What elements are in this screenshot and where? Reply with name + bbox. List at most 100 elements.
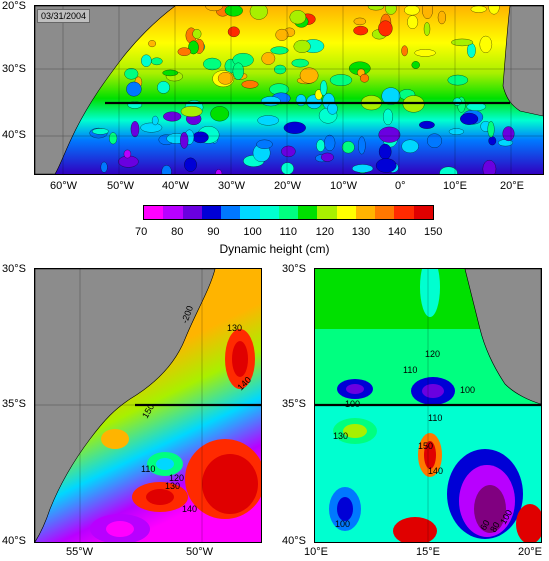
contour-label: 110 bbox=[403, 365, 417, 375]
eddy-feature bbox=[437, 10, 446, 25]
colorbar-tick-label: 110 bbox=[279, 226, 298, 238]
eddy-feature bbox=[161, 165, 172, 174]
top-lat-label-20s: 20°S bbox=[2, 0, 26, 12]
eddy-feature bbox=[385, 6, 397, 15]
top-lon-label-20w: 20°W bbox=[274, 180, 302, 192]
eddy-feature bbox=[192, 131, 209, 144]
colorbar-segment bbox=[144, 206, 164, 219]
eddy-feature bbox=[241, 80, 259, 89]
eddy-feature bbox=[316, 139, 325, 152]
contour-label: 80 bbox=[488, 520, 502, 534]
colorbar-tick-label: 80 bbox=[171, 226, 184, 238]
eddy-feature bbox=[470, 6, 487, 13]
colorbar-segment bbox=[317, 206, 337, 219]
eddy-feature bbox=[256, 139, 273, 149]
contour-label: 130 bbox=[165, 481, 180, 491]
eddy-feature bbox=[177, 47, 191, 56]
eddy-feature bbox=[353, 25, 369, 36]
eddy-feature bbox=[180, 106, 203, 117]
eddy-feature bbox=[162, 69, 179, 77]
top-lat-label-40s: 40°S bbox=[2, 129, 26, 141]
top-lon-label-30w: 30°W bbox=[218, 180, 246, 192]
eddy-feature bbox=[130, 121, 140, 138]
eddy-feature bbox=[448, 128, 464, 135]
eddy-feature bbox=[205, 6, 224, 12]
eddy-feature bbox=[261, 96, 281, 107]
eddy-feature bbox=[378, 20, 393, 37]
colorbar-tick-label: 140 bbox=[387, 226, 407, 238]
colorbar-tick-label: 70 bbox=[135, 226, 148, 238]
colorbar-segment bbox=[163, 206, 183, 219]
eddy-feature bbox=[378, 143, 392, 160]
eddy-feature bbox=[140, 122, 163, 133]
eddy-feature bbox=[275, 28, 289, 41]
top-lon-label-10e: 10°E bbox=[443, 180, 467, 192]
eddy-feature bbox=[257, 115, 279, 126]
contour-label: 130 bbox=[227, 323, 242, 333]
eddy-feature bbox=[283, 121, 306, 134]
eddy-feature bbox=[188, 40, 199, 55]
contour-label: 120 bbox=[425, 349, 440, 359]
eddy-feature bbox=[447, 74, 469, 86]
contour-label: 140 bbox=[428, 466, 443, 476]
left-lat-label-40s: 40°S bbox=[2, 535, 26, 547]
colorbar-segment bbox=[182, 206, 202, 219]
africa-land bbox=[502, 6, 543, 117]
eddy-feature bbox=[217, 72, 234, 85]
left-lat-label-35s: 35°S bbox=[2, 398, 26, 410]
eddy-feature bbox=[352, 164, 374, 173]
contour-label: 110 bbox=[428, 413, 442, 423]
colorbar-segment bbox=[278, 206, 299, 219]
eddy-feature bbox=[451, 38, 474, 47]
eddy-feature bbox=[281, 162, 294, 174]
contour-label: 100 bbox=[460, 385, 475, 395]
top-lon-label-50w: 50°W bbox=[107, 180, 135, 192]
colorbar-segment bbox=[355, 206, 376, 219]
contour-label: 120 bbox=[169, 473, 184, 483]
eddy-feature bbox=[452, 97, 462, 106]
eddy-feature bbox=[109, 132, 118, 145]
colorbar-title: Dynamic height (cm) bbox=[219, 242, 330, 256]
contour-label: 60 bbox=[478, 518, 492, 532]
eddy-feature bbox=[210, 106, 230, 122]
eddy-feature bbox=[192, 29, 202, 39]
eddy-feature bbox=[353, 17, 366, 26]
eddy-feature bbox=[293, 39, 311, 53]
right-lat-label-35s: 35°S bbox=[282, 398, 306, 410]
eddy-feature bbox=[141, 54, 152, 67]
right-lon-label-10e: 10°E bbox=[304, 546, 328, 558]
contour-label: 100 bbox=[345, 399, 360, 409]
eddy-feature bbox=[327, 102, 338, 115]
eddy-feature bbox=[439, 166, 458, 174]
south-america-land bbox=[35, 6, 176, 174]
eddy-feature bbox=[367, 6, 385, 11]
top-lat-label-30s: 30°S bbox=[2, 63, 26, 75]
eddy-feature bbox=[232, 62, 244, 80]
colorbar-tick-label: 100 bbox=[243, 226, 262, 238]
eddy-feature bbox=[487, 121, 495, 138]
eddy-feature bbox=[427, 133, 442, 148]
eddy-feature bbox=[100, 161, 108, 173]
eddy-feature bbox=[215, 169, 223, 174]
date-label: 03/31/2004 bbox=[37, 9, 91, 23]
eddy-feature bbox=[407, 15, 419, 29]
eddy-feature bbox=[261, 52, 276, 65]
eddy-feature bbox=[329, 74, 353, 86]
eddy-feature bbox=[126, 81, 142, 97]
eddy-feature bbox=[227, 26, 240, 38]
contour-label: 130 bbox=[333, 431, 348, 441]
right-lon-label-20e: 20°E bbox=[518, 546, 542, 558]
africa-coast bbox=[464, 269, 541, 405]
colorbar-segment bbox=[259, 206, 279, 219]
eddy-feature bbox=[414, 49, 436, 57]
eddy-feature bbox=[321, 152, 334, 162]
top-map-canvas bbox=[35, 6, 543, 174]
top-map: 03/31/2004 bbox=[34, 5, 544, 175]
eddy-feature bbox=[423, 22, 431, 36]
eddy-feature bbox=[419, 120, 435, 129]
eddy-feature bbox=[422, 6, 433, 19]
eddy-feature bbox=[274, 64, 287, 75]
colorbar-segment bbox=[394, 206, 414, 219]
eddy-feature bbox=[291, 58, 309, 68]
left-lon-label-50w: 50°W bbox=[186, 546, 214, 558]
